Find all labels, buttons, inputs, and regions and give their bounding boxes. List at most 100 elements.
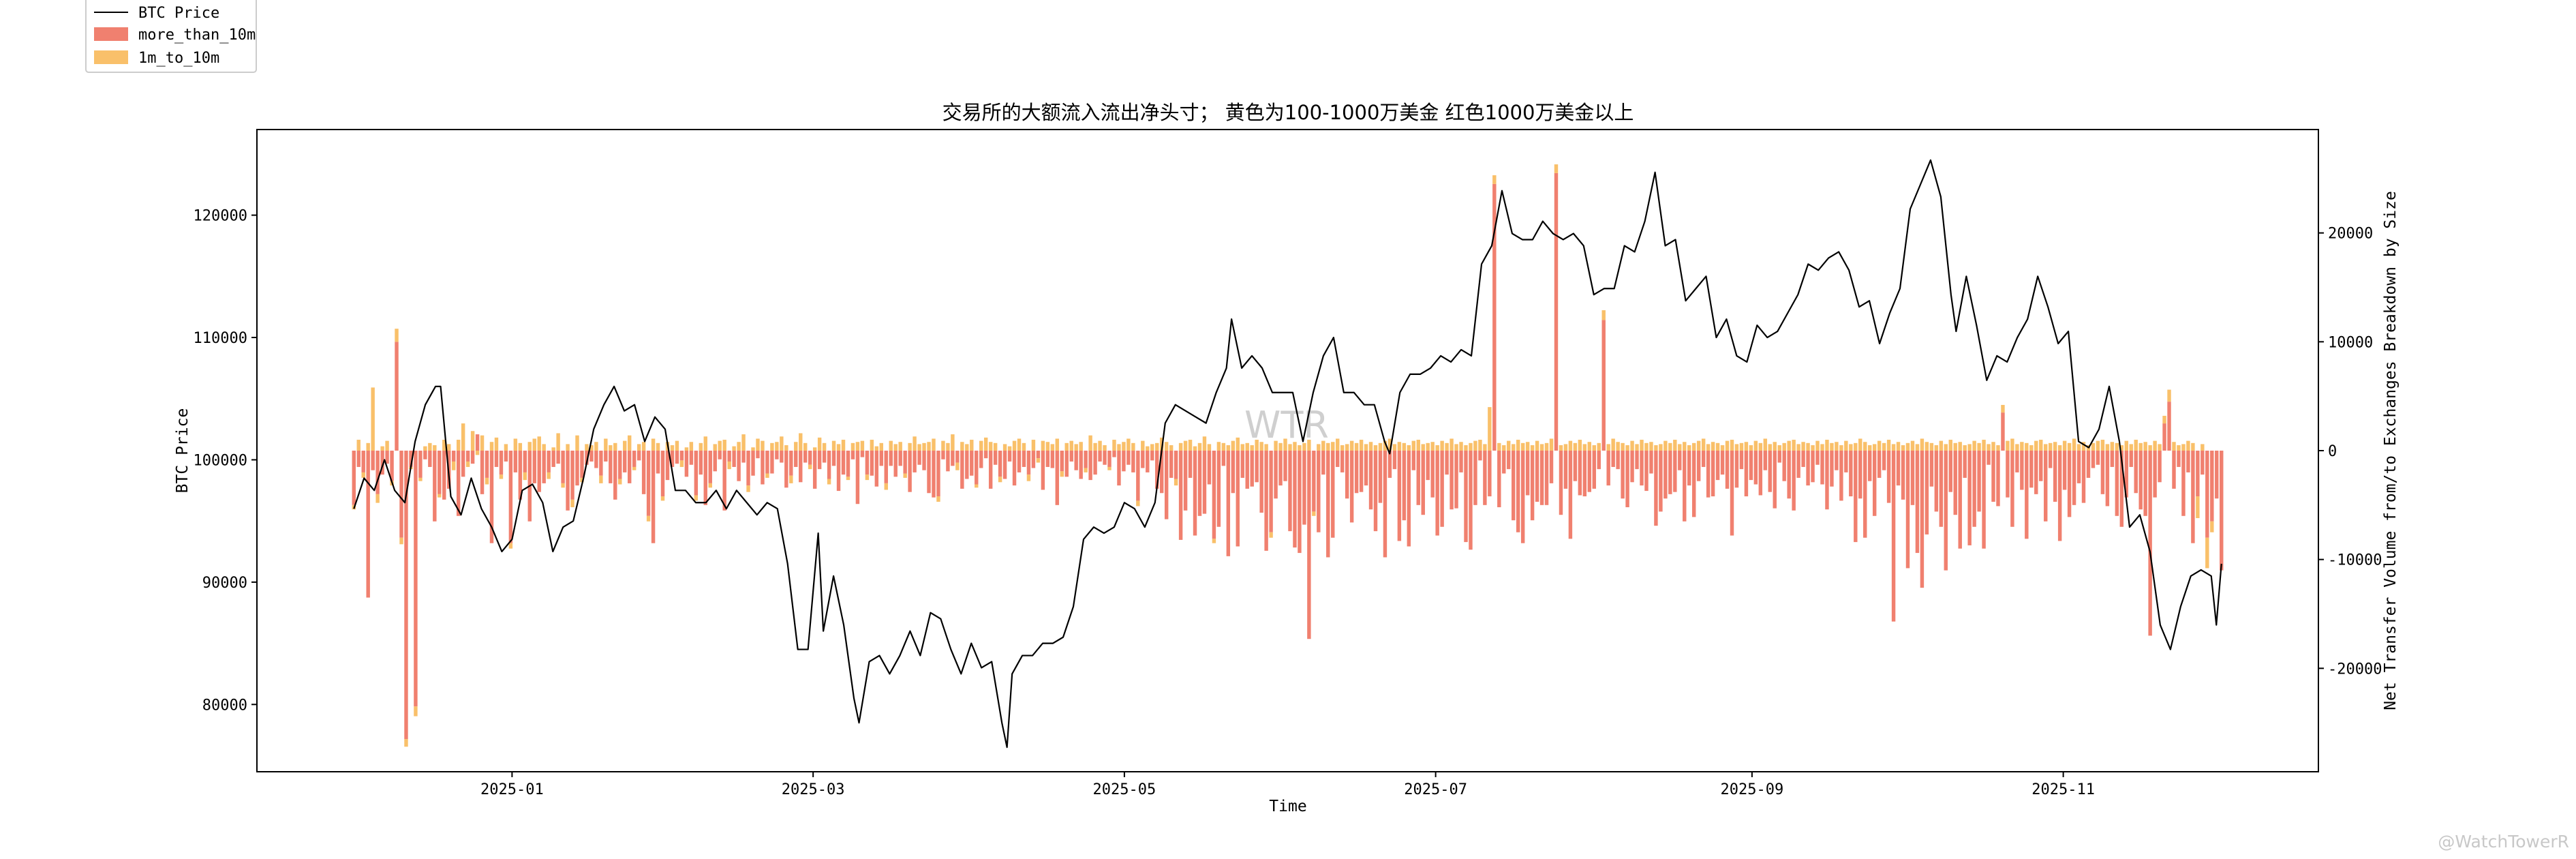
bar-1m-to-10m [656, 442, 660, 451]
bar-1m-to-10m [1953, 442, 1957, 451]
bar-more-than-10m [1753, 451, 1758, 485]
bar-1m-to-10m [1782, 442, 1786, 451]
bar-more-than-10m [2010, 451, 2014, 527]
bar-1m-to-10m [575, 435, 579, 451]
bar-more-than-10m [1678, 451, 1682, 470]
bar-1m-to-10m [1516, 440, 1520, 451]
legend-frame [85, 0, 257, 73]
bar-more-than-10m [1654, 451, 1658, 526]
bar-more-than-10m [2072, 451, 2076, 505]
bar-1m-to-10m [1601, 310, 1606, 320]
bar-1m-to-10m [1454, 444, 1458, 451]
bar-more-than-10m [499, 451, 504, 475]
bar-1m-to-10m [1002, 444, 1007, 451]
bar-1m-to-10m [770, 442, 774, 451]
bar-more-than-10m [1331, 451, 1335, 538]
bar-1m-to-10m [936, 496, 940, 502]
bar-1m-to-10m [2138, 442, 2143, 451]
bar-more-than-10m [1240, 451, 1244, 478]
bar-more-than-10m [1987, 451, 1991, 465]
bar-more-than-10m [665, 451, 670, 481]
bar-more-than-10m [884, 451, 888, 483]
bar-more-than-10m [461, 451, 465, 477]
bar-more-than-10m [1012, 451, 1017, 486]
bar-more-than-10m [352, 451, 356, 505]
bar-1m-to-10m [1392, 444, 1397, 451]
bar-1m-to-10m [2076, 444, 2081, 451]
bar-more-than-10m [480, 451, 485, 494]
bar-more-than-10m [1773, 451, 1777, 509]
bar-1m-to-10m [1107, 466, 1111, 470]
bar-more-than-10m [1445, 451, 1449, 475]
bar-more-than-10m [1668, 451, 1672, 494]
bar-more-than-10m [2181, 451, 2186, 516]
bar-1m-to-10m [808, 464, 812, 470]
bar-more-than-10m [2138, 451, 2143, 510]
bar-1m-to-10m [2062, 440, 2067, 451]
bar-more-than-10m [1815, 451, 1820, 465]
bar-1m-to-10m [1378, 442, 1383, 451]
bar-more-than-10m [1002, 451, 1007, 479]
bar-1m-to-10m [2158, 444, 2162, 451]
bar-1m-to-10m [746, 485, 750, 492]
bar-more-than-10m [2081, 451, 2086, 503]
bar-1m-to-10m [1725, 440, 1730, 451]
bar-more-than-10m [765, 451, 769, 474]
bar-1m-to-10m [1321, 440, 1325, 451]
bar-1m-to-10m [1730, 440, 1734, 451]
bar-more-than-10m [737, 451, 741, 481]
bar-1m-to-10m [623, 440, 627, 451]
bar-more-than-10m [1592, 451, 1596, 489]
bar-more-than-10m [1977, 451, 1981, 512]
bar-more-than-10m [874, 451, 879, 487]
bar-1m-to-10m [889, 440, 893, 451]
bar-1m-to-10m [841, 440, 846, 451]
bar-1m-to-10m [2096, 440, 2100, 451]
y-right-tick-label: 20000 [2328, 226, 2373, 243]
bar-more-than-10m [1317, 451, 1321, 532]
bar-more-than-10m [1255, 451, 1259, 483]
bar-more-than-10m [1259, 451, 1263, 513]
bar-more-than-10m [1483, 451, 1487, 505]
bar-1m-to-10m [2067, 442, 2072, 451]
bar-1m-to-10m [960, 442, 964, 451]
bar-1m-to-10m [1787, 440, 1791, 451]
bar-1m-to-10m [404, 739, 408, 747]
bar-more-than-10m [1155, 451, 1159, 489]
bar-more-than-10m [1640, 451, 1644, 486]
bar-more-than-10m [794, 451, 798, 467]
bar-1m-to-10m [965, 444, 969, 451]
x-tick-label: 2025-07 [1404, 781, 1467, 798]
bar-more-than-10m [532, 451, 536, 483]
bar-more-than-10m [1283, 451, 1287, 481]
bar-1m-to-10m [1307, 440, 1311, 451]
bar-1m-to-10m [1093, 442, 1097, 451]
bar-more-than-10m [2091, 451, 2096, 468]
bar-1m-to-10m [2191, 442, 2195, 451]
bar-1m-to-10m [2134, 440, 2138, 451]
bar-more-than-10m [1435, 451, 1439, 536]
bar-more-than-10m [922, 451, 926, 470]
bar-more-than-10m [1811, 451, 1815, 483]
bar-1m-to-10m [361, 472, 365, 478]
bar-more-than-10m [855, 451, 860, 504]
bar-more-than-10m [660, 451, 665, 497]
bar-1m-to-10m [470, 431, 475, 451]
bar-1m-to-10m [1031, 440, 1036, 451]
bar-1m-to-10m [1987, 444, 1991, 451]
bar-1m-to-10m [1520, 442, 1525, 451]
bar-1m-to-10m [561, 483, 565, 488]
bar-more-than-10m [746, 451, 750, 486]
bar-1m-to-10m [1302, 442, 1306, 451]
bar-1m-to-10m [1064, 442, 1069, 451]
bar-more-than-10m [1659, 451, 1663, 512]
bar-1m-to-10m [1416, 440, 1420, 451]
bar-more-than-10m [1835, 451, 1839, 470]
bar-more-than-10m [1017, 451, 1022, 472]
bar-1m-to-10m [618, 479, 622, 485]
bar-1m-to-10m [1354, 442, 1359, 451]
bar-more-than-10m [1601, 320, 1606, 451]
bar-1m-to-10m [480, 435, 485, 451]
bar-more-than-10m [812, 451, 817, 489]
bar-more-than-10m [1673, 451, 1677, 492]
